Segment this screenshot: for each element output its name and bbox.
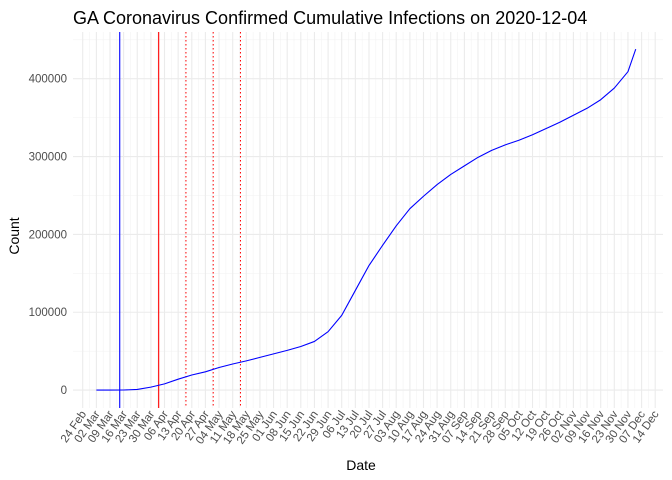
- y-axis-title: Count: [6, 217, 22, 254]
- y-tick-labels: 0 100000 200000 300000 400000: [29, 74, 67, 397]
- y-tick-label: 300000: [29, 152, 67, 164]
- reference-lines: [119, 32, 241, 408]
- y-tick-label: 100000: [29, 307, 67, 319]
- chart-title: GA Coronavirus Confirmed Cumulative Infe…: [73, 8, 587, 28]
- y-tick-label: 0: [61, 385, 67, 397]
- y-tick-label: 200000: [29, 229, 67, 241]
- y-tick-label: 400000: [29, 74, 67, 86]
- grid-major: [73, 32, 663, 408]
- series-layer: [96, 48, 637, 391]
- series-line: [96, 48, 637, 391]
- x-axis-title: Date: [346, 457, 376, 473]
- grid-minor: [73, 32, 663, 408]
